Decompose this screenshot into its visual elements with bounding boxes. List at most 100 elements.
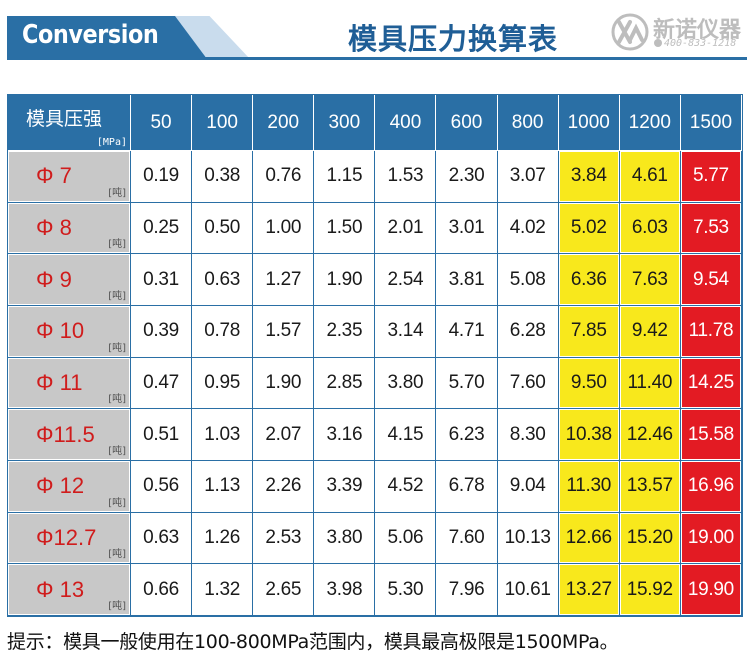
diameter-label: Φ 11: [36, 369, 83, 395]
table-cell: 15.92: [619, 564, 681, 616]
header-divider: [7, 57, 747, 60]
table-row: Φ 13 [吨] 0.66 1.32 2.65 3.98 5.30 7.96 10.61 13.2…: [8, 564, 742, 616]
table-cell: 1.27: [253, 254, 315, 306]
table-cell: 7.60: [436, 512, 498, 565]
table-cell: 6.36: [558, 254, 620, 306]
column-header-400: 400: [375, 95, 437, 151]
row-label: Φ 13 [吨]: [8, 564, 131, 616]
table-cell: 4.61: [619, 151, 681, 203]
tonnage-unit: [吨]: [108, 549, 126, 561]
table-cell: 3.07: [497, 151, 559, 203]
brand-name: 新诺仪器: [653, 18, 742, 43]
table-cell: 1.03: [192, 409, 254, 461]
table-cell: 3.81: [436, 254, 498, 306]
table-cell: 1.15: [314, 151, 376, 203]
table-cell: 7.53: [680, 202, 742, 255]
table-cell: 12.46: [619, 409, 681, 461]
table-cell: 3.80: [375, 357, 437, 410]
xn-logo-icon: [611, 13, 649, 51]
table-cell: 1.00: [253, 202, 315, 255]
table-cell: 1.53: [375, 151, 437, 203]
column-header-300: 300: [314, 95, 376, 151]
tonnage-unit: [吨]: [108, 342, 126, 354]
table-cell: 0.39: [131, 305, 193, 358]
table-cell: 14.25: [680, 357, 742, 410]
column-header-50: 50: [131, 95, 193, 151]
table-cell: 1.50: [314, 202, 376, 255]
table-cell: 7.96: [436, 564, 498, 616]
diameter-label: Φ 8: [36, 214, 72, 240]
diameter-label: Φ 12: [36, 473, 85, 499]
page-title: 模具压力换算表: [348, 22, 559, 56]
table-cell: 0.78: [192, 305, 254, 358]
table-cell: 5.08: [497, 254, 559, 306]
table-cell: 0.47: [131, 357, 193, 410]
brand-phone: 400-833-1218: [654, 38, 736, 49]
table-row: Φ 8 [吨] 0.25 0.50 1.00 1.50 2.01 3.01 4.02 5.02 6.…: [8, 202, 742, 255]
diameter-label: Φ 7: [36, 163, 72, 189]
table-cell: 0.95: [192, 357, 254, 410]
table-cell: 0.63: [131, 512, 193, 565]
row-label: Φ 9 [吨]: [8, 254, 131, 306]
tonnage-unit: [吨]: [108, 239, 126, 251]
table-cell: 2.01: [375, 202, 437, 255]
diameter-label: Φ11.5: [36, 421, 95, 447]
table-cell: 0.25: [131, 202, 193, 255]
table-cell: 7.85: [558, 305, 620, 358]
diameter-label: Φ12.7: [36, 524, 97, 550]
table-cell: 0.38: [192, 151, 254, 203]
table-cell: 2.07: [253, 409, 315, 461]
table-cell: 9.04: [497, 460, 559, 513]
table-cell: 2.30: [436, 151, 498, 203]
footer-note: 提示：模具一般使用在100-800MPa范围内，模具最高极限是1500MPa。: [7, 631, 619, 653]
table-cell: 19.00: [680, 512, 742, 565]
table-cell: 4.15: [375, 409, 437, 461]
tonnage-unit: [吨]: [108, 290, 126, 302]
table-cell: 16.96: [680, 460, 742, 513]
table-cell: 12.66: [558, 512, 620, 565]
row-label: Φ12.7 [吨]: [8, 512, 131, 565]
table-cell: 10.13: [497, 512, 559, 565]
table-cell: 1.13: [192, 460, 254, 513]
phone-number: 400-833-1218: [664, 38, 737, 49]
column-header-1500: 1500: [680, 95, 742, 151]
column-header-600: 600: [436, 95, 498, 151]
table-cell: 5.02: [558, 202, 620, 255]
table-cell: 3.01: [436, 202, 498, 255]
corner-label: 模具压强: [26, 108, 103, 130]
table-cell: 10.38: [558, 409, 620, 461]
row-label: Φ 11 [吨]: [8, 357, 131, 410]
column-header-100: 100: [192, 95, 254, 151]
tonnage-unit: [吨]: [108, 445, 126, 457]
tonnage-unit: [吨]: [108, 601, 126, 612]
table-cell: 3.14: [375, 305, 437, 358]
table-cell: 1.90: [314, 254, 376, 306]
conversion-table: 模具压强 [MPa] 50 100 200 300 400 600 800 1000 1200 1…: [7, 94, 743, 617]
table-cell: 5.30: [375, 564, 437, 616]
column-header-1000: 1000: [558, 95, 620, 151]
pressure-unit: [MPa]: [96, 137, 127, 148]
table-cell: 2.53: [253, 512, 315, 565]
table-cell: 15.20: [619, 512, 681, 565]
table-cell: 3.80: [314, 512, 376, 565]
table-cell: 7.63: [619, 254, 681, 306]
table-cell: 1.32: [192, 564, 254, 616]
phone-icon: [654, 39, 662, 47]
table-cell: 2.54: [375, 254, 437, 306]
table-cell: 2.26: [253, 460, 315, 513]
table-cell: 5.77: [680, 151, 742, 203]
table-cell: 7.60: [497, 357, 559, 410]
table-row: Φ 11 [吨] 0.47 0.95 1.90 2.85 3.80 5.70 7.60 9.50 1…: [8, 357, 742, 410]
table-cell: 13.57: [619, 460, 681, 513]
tonnage-unit: [吨]: [108, 497, 126, 509]
row-label: Φ 12 [吨]: [8, 460, 131, 513]
table-row: Φ 9 [吨] 0.31 0.63 1.27 1.90 2.54 3.81 5.08 6.36 7.…: [8, 254, 742, 306]
table-cell: 1.90: [253, 357, 315, 410]
row-label: Φ 7 [吨]: [8, 151, 131, 203]
table-cell: 11.40: [619, 357, 681, 410]
table-cell: 9.42: [619, 305, 681, 358]
table-cell: 11.78: [680, 305, 742, 358]
table-cell: 5.70: [436, 357, 498, 410]
tonnage-unit: [吨]: [108, 187, 126, 199]
brand-logo: 新诺仪器 400-833-1218: [610, 10, 747, 52]
